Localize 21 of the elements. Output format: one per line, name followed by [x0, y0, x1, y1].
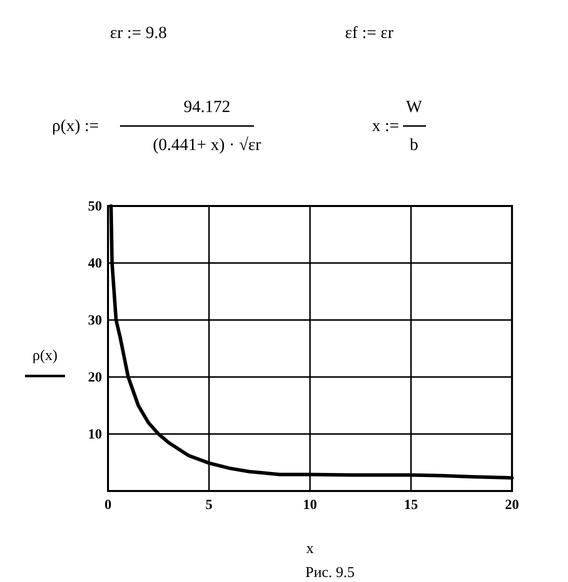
y-tick-label: 10: [88, 427, 102, 442]
y-tick-label: 40: [88, 256, 102, 272]
x-axis-title: x: [306, 541, 314, 557]
text: Рис. 9.5: [305, 565, 355, 581]
text: W: [406, 97, 423, 116]
y-tick-label: 50: [88, 199, 102, 214]
text: εf := εr: [345, 23, 394, 42]
y-tick-label: 30: [88, 313, 102, 328]
text: (0.441+ x) · √εr: [152, 135, 262, 154]
x-tick-label: 20: [505, 498, 519, 513]
x-tick-label: 15: [404, 498, 418, 513]
y-axis-title: ρ(x): [32, 348, 58, 364]
text: 94.172: [184, 97, 230, 116]
text: b: [410, 135, 418, 154]
y-tick-label: 20: [88, 370, 102, 386]
text: x :=: [372, 116, 400, 135]
x-tick-label: 10: [303, 498, 317, 513]
x-tick-label: 0: [104, 498, 112, 513]
text: ρ(x) :=: [52, 116, 99, 135]
text: εr := 9.8: [110, 23, 167, 42]
x-tick-label: 5: [206, 498, 212, 513]
